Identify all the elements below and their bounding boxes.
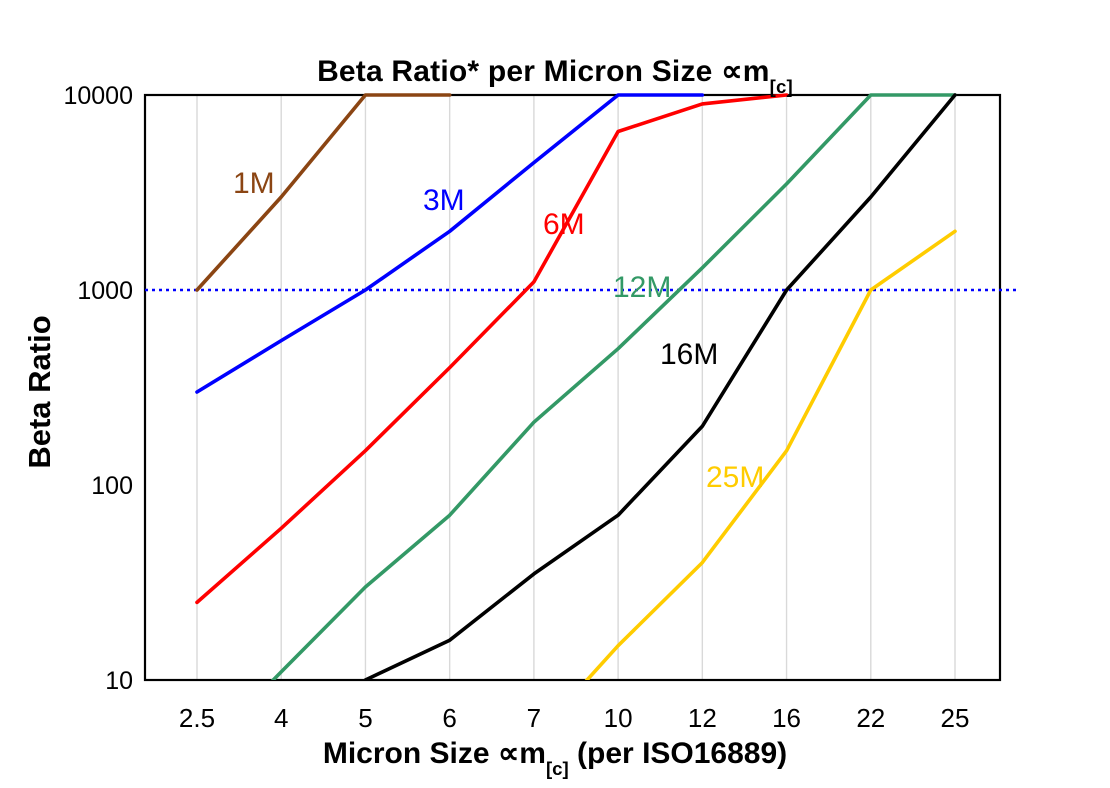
y-tick-label-1000: 1000: [77, 277, 133, 305]
series-label-3M: 3M: [423, 184, 465, 217]
y-axis-title: Beta Ratio: [22, 315, 57, 469]
micron-subscript: [c]: [545, 757, 569, 779]
micron-symbol: ∝m: [721, 55, 770, 88]
x-tick-label-25: 25: [941, 703, 970, 733]
y-tick-label-100: 100: [91, 472, 133, 500]
y-tick-label-10: 10: [105, 667, 133, 695]
x-axis-title-text: Micron Size: [322, 737, 498, 770]
x-axis-title-suffix: (per ISO16889): [568, 737, 788, 770]
x-tick-label-10: 10: [604, 703, 633, 733]
x-tick-label-2.5: 2.5: [179, 703, 215, 733]
x-tick-label-4: 4: [274, 703, 288, 733]
series-line-3M: [195, 93, 705, 394]
chart-title: Beta Ratio* per Micron Size ∝m[c]: [0, 54, 1110, 97]
series-label-1M: 1M: [233, 167, 275, 200]
x-tick-label-7: 7: [527, 703, 541, 733]
plot-border: [143, 93, 1002, 682]
micron-subscript: [c]: [769, 75, 793, 97]
series-line-16M: [363, 93, 957, 680]
micron-symbol: ∝m: [497, 737, 546, 770]
series-line-1M: [195, 93, 452, 292]
series-line-6M: [195, 93, 789, 605]
series-label-16M: 16M: [660, 338, 718, 371]
y-tick-label-10000: 10000: [63, 82, 133, 110]
x-tick-label-22: 22: [856, 703, 885, 733]
x-tick-label-16: 16: [772, 703, 801, 733]
chart-title-text: Beta Ratio* per Micron Size: [317, 55, 722, 88]
series-line-25M: [584, 229, 957, 680]
series-label-12M: 12M: [613, 271, 671, 304]
series-label-25M: 25M: [706, 461, 764, 494]
series-line-12M: [270, 93, 957, 680]
series-label-6M: 6M: [543, 208, 585, 241]
x-tick-label-12: 12: [688, 703, 717, 733]
x-axis-title: Micron Size ∝m[c] (per ISO16889): [0, 736, 1110, 779]
x-tick-label-5: 5: [358, 703, 372, 733]
x-tick-label-6: 6: [442, 703, 456, 733]
